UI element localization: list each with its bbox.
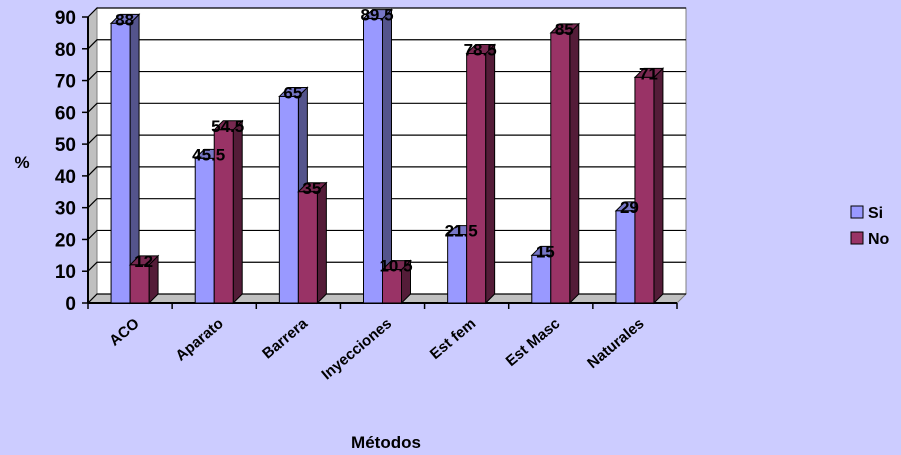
x-category-label: Naturales bbox=[584, 315, 647, 372]
data-labels: 88 12 45.5 54.5 65 35 89.5 10.5 21.5 78.5 15 85 29 71 bbox=[115, 6, 658, 276]
data-label: 85 bbox=[555, 20, 574, 39]
data-label: 29 bbox=[620, 198, 639, 217]
data-label: 71 bbox=[639, 64, 658, 83]
bar-no-aparato bbox=[213, 119, 244, 305]
bars bbox=[109, 8, 665, 305]
x-axis-categories: ACO Aparato Barrera Inyecciones Est fem Est M… bbox=[87, 303, 678, 383]
y-tick-label: 50 bbox=[55, 135, 76, 156]
gridline bbox=[87, 7, 686, 18]
x-category-label: Aparato bbox=[172, 315, 226, 364]
data-label: 65 bbox=[283, 83, 302, 102]
bar-no-inyecciones bbox=[381, 259, 412, 305]
x-category-label: Est fem bbox=[427, 315, 479, 363]
x-category-label: ACO bbox=[106, 315, 143, 350]
bar-si-aco bbox=[109, 13, 141, 305]
data-label: 12 bbox=[134, 252, 153, 271]
legend: Si No bbox=[850, 205, 890, 248]
x-category-label: Barrera bbox=[259, 315, 311, 363]
data-label: 21.5 bbox=[445, 222, 478, 241]
y-tick-label: 90 bbox=[55, 8, 76, 29]
bar-no-naturales bbox=[633, 67, 665, 305]
bar-no-est-fem bbox=[465, 43, 496, 305]
y-tick-label: 40 bbox=[55, 167, 76, 188]
bar-no-aco bbox=[128, 254, 160, 305]
y-axis-title: % bbox=[14, 153, 29, 172]
x-category-label: Est Masc bbox=[503, 315, 564, 370]
bar-no-est-masc bbox=[549, 22, 580, 305]
y-tick-label: 10 bbox=[55, 262, 76, 283]
data-label: 89.5 bbox=[360, 6, 393, 25]
bar-si-inyecciones bbox=[362, 8, 393, 305]
legend-label: Si bbox=[868, 205, 883, 222]
x-category-label: Inyecciones bbox=[318, 315, 395, 383]
y-tick-label: 80 bbox=[55, 40, 76, 61]
legend-label: No bbox=[868, 231, 890, 248]
data-label: 45.5 bbox=[192, 145, 225, 164]
data-label: 78.5 bbox=[464, 41, 497, 60]
data-label: 54.5 bbox=[211, 117, 244, 136]
data-label: 10.5 bbox=[379, 257, 412, 276]
y-tick-label: 60 bbox=[55, 103, 76, 124]
data-label: 88 bbox=[115, 10, 134, 29]
y-tick-label: 20 bbox=[55, 230, 76, 251]
y-tick-label: 0 bbox=[65, 294, 76, 315]
y-tick-label: 70 bbox=[55, 72, 76, 93]
legend-swatch bbox=[850, 205, 864, 219]
x-axis-title: Métodos bbox=[351, 433, 421, 452]
data-label: 35 bbox=[302, 179, 321, 198]
y-tick-label: 30 bbox=[55, 199, 76, 220]
legend-swatch bbox=[850, 231, 864, 245]
data-label: 15 bbox=[536, 242, 555, 261]
gridline bbox=[87, 39, 686, 50]
plot-side-wall bbox=[87, 6, 98, 305]
bar-no-barrera bbox=[297, 181, 328, 305]
